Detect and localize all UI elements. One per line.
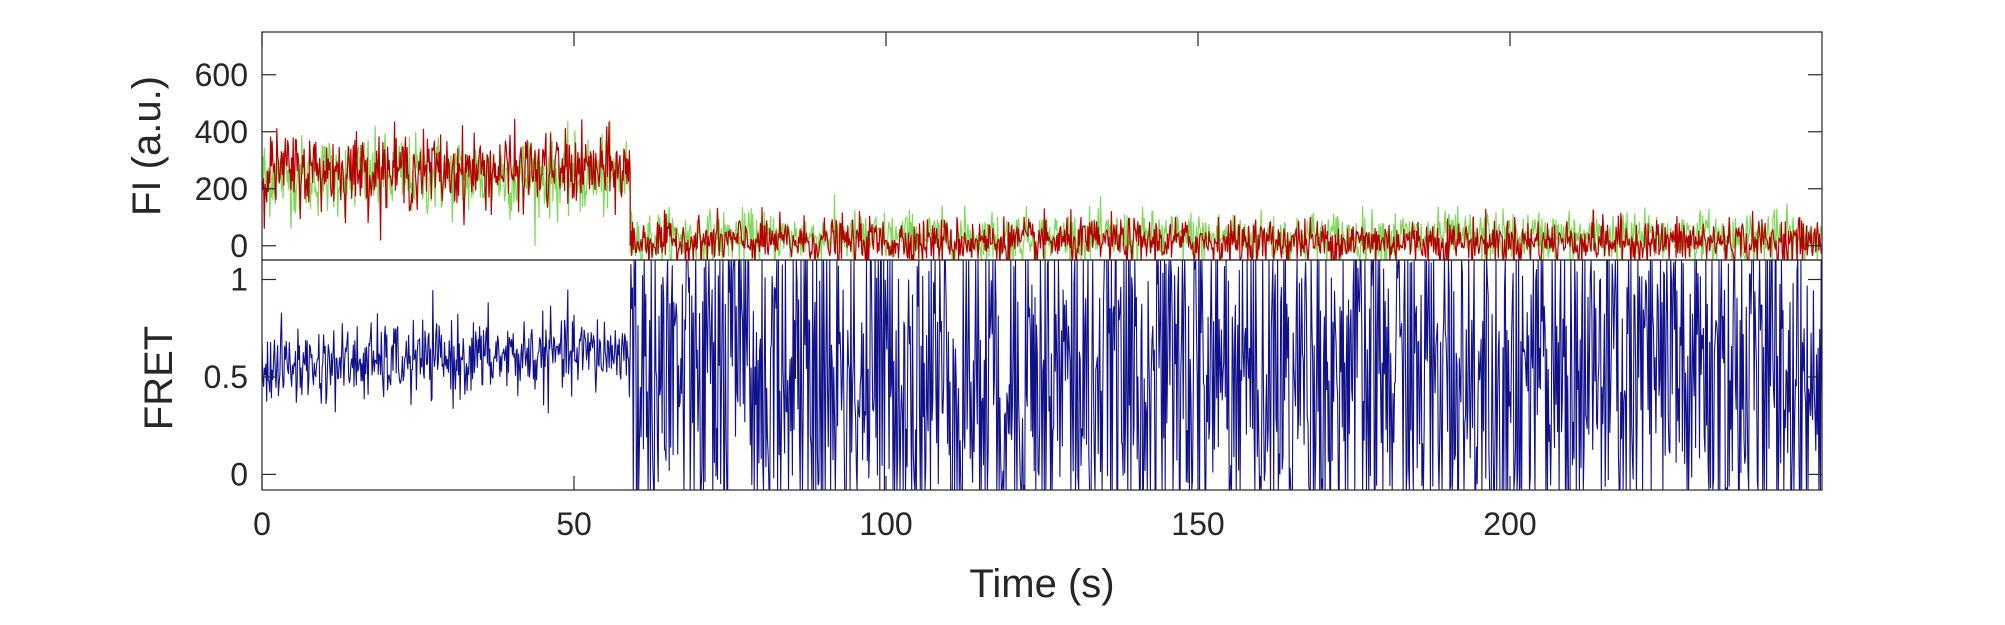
- y-tick-label: 1: [230, 261, 248, 297]
- y-tick-label: 200: [195, 171, 248, 207]
- y-tick-label: 0: [230, 456, 248, 492]
- fluorescence-traces: [262, 118, 1822, 260]
- series-line-1: [262, 119, 1822, 260]
- y-tick-label: 600: [195, 57, 248, 93]
- x-tick-label: 200: [1483, 506, 1536, 542]
- y-tick-label: 0: [230, 228, 248, 264]
- fret-y-ticks: 00.51: [204, 261, 1822, 492]
- x-tick-label: 150: [1171, 506, 1224, 542]
- series-line-1: [262, 260, 1822, 490]
- fret-y-axis-label: FRET: [137, 326, 181, 430]
- y-tick-label: 400: [195, 114, 248, 150]
- fret-trace: [262, 260, 1822, 490]
- time-x-ticks: 0 50 100 150 200: [253, 32, 1537, 542]
- x-tick-label: 0: [253, 506, 271, 542]
- y-tick-label: 0.5: [204, 359, 248, 395]
- x-tick-label: 100: [859, 506, 912, 542]
- fluorescence-panel: 0 200 400 600 FI (a.u.): [125, 31, 1823, 264]
- fluorescence-y-ticks: 0 200 400 600: [195, 57, 1822, 264]
- fret-panel: 00.51 0 50 100 150 200 FRET Time (s): [137, 32, 1823, 606]
- fluorescence-y-axis-label: FI (a.u.): [125, 76, 169, 216]
- fret-plot-frame: [261, 259, 1823, 491]
- x-tick-label: 50: [556, 506, 592, 542]
- series-line-2: [262, 118, 1822, 260]
- time-x-axis-label: Time (s): [969, 562, 1114, 606]
